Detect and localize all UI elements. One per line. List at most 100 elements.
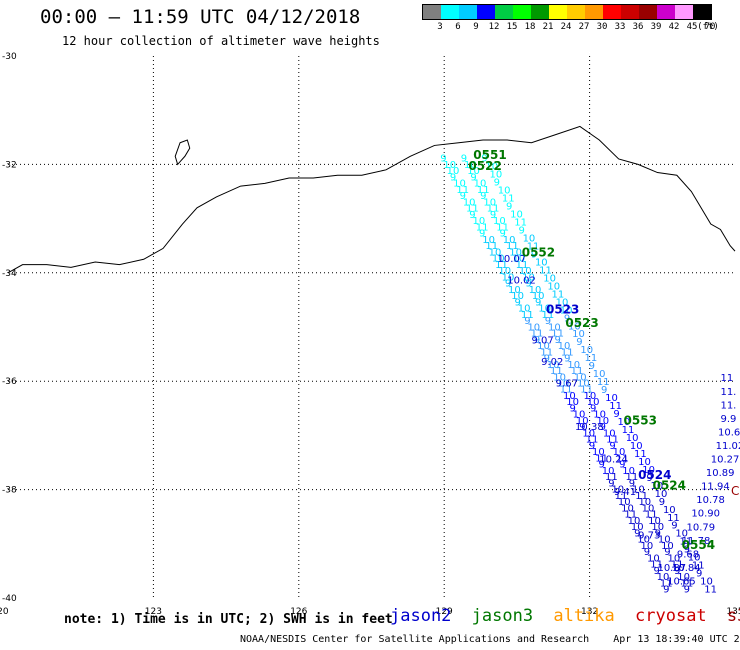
track-mark: 10 xyxy=(647,553,660,564)
track-mark: 10 xyxy=(447,166,460,177)
track-mark: 10 xyxy=(658,535,671,546)
track-mark: 11 xyxy=(487,204,500,215)
track-mark: 9 xyxy=(671,521,677,532)
track-mark: 11 xyxy=(477,185,490,196)
swh-label: 9.73 xyxy=(638,530,660,541)
track-mark: 9 xyxy=(619,460,625,471)
legend-swatch xyxy=(459,5,477,19)
track-mark: 11 xyxy=(531,329,544,340)
footnote: note: 1) Time is in UTC; 2) SWH is in fe… xyxy=(64,612,393,627)
lon-tick-label: 132 xyxy=(581,607,598,617)
swh-label: 10.65 xyxy=(667,576,696,587)
track-mark: 9 xyxy=(554,335,560,346)
track-mark: 9 xyxy=(579,422,585,433)
track-mark: 10 xyxy=(700,577,713,588)
lat-tick-label: -34 xyxy=(2,269,17,279)
swh-label: 9.07 xyxy=(531,335,553,346)
track-mark: 10 xyxy=(485,162,498,173)
track-mark: 10 xyxy=(509,247,522,258)
track-mark: 10 xyxy=(522,272,535,283)
track-mark: 10 xyxy=(527,322,540,333)
track-mark: 10 xyxy=(556,297,569,308)
track-mark: 11 xyxy=(615,491,628,502)
track-mark: 10 xyxy=(582,428,595,439)
track-mark: 10 xyxy=(637,535,650,546)
track-mark: 10 xyxy=(558,341,571,352)
track-mark: 11 xyxy=(704,585,717,596)
legend-swatch xyxy=(603,5,621,19)
track-mark: 11 xyxy=(516,260,529,271)
track-mark: 11 xyxy=(551,289,564,300)
swh-label: 10.07 xyxy=(498,254,527,265)
track-mark: 9 xyxy=(684,585,690,596)
track-mark: 10 xyxy=(443,160,456,171)
track-mark: 9 xyxy=(576,337,582,348)
track-mark: 10 xyxy=(630,441,643,452)
swh-label: 10.27 xyxy=(711,455,740,466)
pass-time-label: 0553 xyxy=(624,414,657,428)
track-mark: 9 xyxy=(479,229,485,240)
swh-label: 11.94 xyxy=(701,482,730,493)
track-mark: 9 xyxy=(480,191,486,202)
swh-label: 11 xyxy=(720,373,733,384)
swh-label: 10.87 xyxy=(657,563,686,574)
track-mark: 11 xyxy=(680,578,693,589)
pass-time-label: 0523 xyxy=(546,302,579,316)
track-mark: 11 xyxy=(571,366,584,377)
track-mark: 10 xyxy=(553,372,566,383)
track-mark: 10 xyxy=(573,410,586,421)
track-mark: 9 xyxy=(659,497,665,508)
track-mark: 10 xyxy=(613,447,626,458)
track-mark: 11 xyxy=(645,510,658,521)
axis-ticks: 120 123 126 129 132 135 -30 -32 -34 -36 -38 -40 xyxy=(0,52,740,617)
track-mark: 9 xyxy=(494,178,500,189)
track-mark: 9 xyxy=(545,316,551,327)
island-outline xyxy=(174,139,191,166)
track-mark: 10 xyxy=(566,397,579,408)
track-mark: 10 xyxy=(596,416,609,427)
track-mark: 10 xyxy=(605,393,618,404)
lon-tick-label: 120 xyxy=(0,607,9,617)
legend-labels: 3 6 9 12 15 18 21 24 27 30 33 36 39 42 45 70 (ft) xyxy=(422,20,719,34)
sat-jason3-label: jason3 xyxy=(471,606,534,626)
lat-tick-label: -30 xyxy=(2,52,17,62)
track-mark: 10 xyxy=(642,503,655,514)
lon-tick-label: 135 xyxy=(726,607,740,617)
timestamp: Apr 13 18:39:40 UTC 2018 xyxy=(613,634,740,645)
track-mark: 9 xyxy=(506,202,512,213)
swh-label: 11.02 xyxy=(716,441,740,452)
track-mark: 10 xyxy=(657,572,670,583)
track-mark: 10 xyxy=(482,235,495,246)
track-mark: 10 xyxy=(467,166,480,177)
swh-label: 9.9 xyxy=(720,414,736,425)
track-mark: 11 xyxy=(580,385,593,396)
track-mark: 11 xyxy=(616,453,629,464)
track-mark: 9 xyxy=(531,249,537,260)
track-mark: 10 xyxy=(688,553,701,564)
legend-swatch xyxy=(549,5,567,19)
track-mark: 9 xyxy=(599,460,605,471)
track-mark: 11 xyxy=(542,310,555,321)
track-mark: 10 xyxy=(618,417,631,428)
track-mark: 10 xyxy=(543,273,556,284)
legend-swatch xyxy=(513,5,531,19)
legend-label: 24 xyxy=(560,22,572,32)
track-mark: 10 xyxy=(518,304,531,315)
track-mark: 10 xyxy=(621,503,634,514)
track-mark: 9 xyxy=(460,191,466,202)
track-mark: 10 xyxy=(511,291,524,302)
track-mark: 11 xyxy=(539,265,552,276)
track-mark: 9 xyxy=(544,354,550,365)
track-mark: 10 xyxy=(651,481,664,492)
legend-label: 21 xyxy=(542,22,554,32)
track-mark: 11 xyxy=(551,329,564,340)
track-mark: 9 xyxy=(674,566,680,577)
legend-swatch xyxy=(441,5,459,19)
track-mark: 11 xyxy=(502,194,515,205)
track-mark: 10 xyxy=(628,516,641,527)
track-mark: 9 xyxy=(564,354,570,365)
track-mark: 10 xyxy=(572,329,585,340)
lon-tick-label: 129 xyxy=(436,607,453,617)
track-mark: 10 xyxy=(661,541,674,552)
